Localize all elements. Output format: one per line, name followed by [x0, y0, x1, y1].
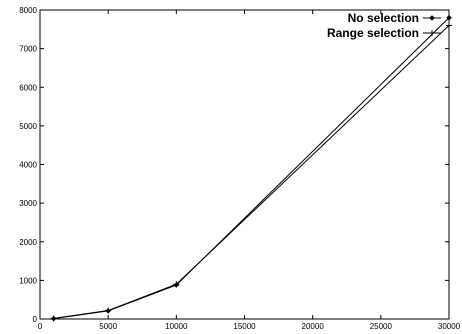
- x-axis-ticks: 0 5000 10000 15000 20000 25000 30000: [38, 10, 461, 331]
- legend-marker: [429, 15, 435, 21]
- data-point-no-selection: [446, 14, 452, 21]
- x-tick-label: 20000: [302, 322, 325, 331]
- y-tick-label: 7000: [19, 45, 37, 54]
- data-point-range-selection: [173, 281, 180, 288]
- plot-frame: [39, 9, 450, 320]
- x-tick-label: 15000: [233, 322, 256, 331]
- x-tick-label: 5000: [99, 322, 117, 331]
- y-axis-ticks: 0 1000 2000 3000 4000 5000 6000 7000 8000: [19, 6, 449, 324]
- legend-label-no-selection: No selection: [348, 11, 419, 25]
- series-layer: [50, 14, 452, 322]
- x-tick-label: 25000: [370, 322, 393, 331]
- y-tick-label: 0: [33, 315, 38, 324]
- y-tick-label: 5000: [19, 122, 37, 131]
- data-point-range-selection: [446, 22, 452, 29]
- y-tick-label: 2000: [19, 238, 37, 247]
- y-tick-label: 4000: [19, 161, 37, 170]
- data-point-range-selection: [105, 307, 112, 314]
- legend-label-range-selection: Range selection: [327, 26, 419, 40]
- x-tick-label: 0: [38, 322, 43, 331]
- series-line-no-selection: [53, 17, 450, 320]
- legend: No selection Range selection: [327, 11, 441, 40]
- series-line-range-selection: [53, 25, 450, 319]
- x-tick-label: 10000: [165, 322, 188, 331]
- legend-marker: [429, 30, 435, 36]
- x-tick-label: 30000: [438, 322, 461, 331]
- y-tick-label: 6000: [19, 83, 37, 92]
- y-tick-label: 8000: [19, 6, 37, 15]
- y-tick-label: 1000: [19, 276, 37, 285]
- legend-sample-no-selection: [423, 15, 441, 21]
- legend-sample-range-selection: [423, 30, 441, 36]
- y-tick-label: 3000: [19, 199, 37, 208]
- data-point-range-selection: [50, 315, 57, 322]
